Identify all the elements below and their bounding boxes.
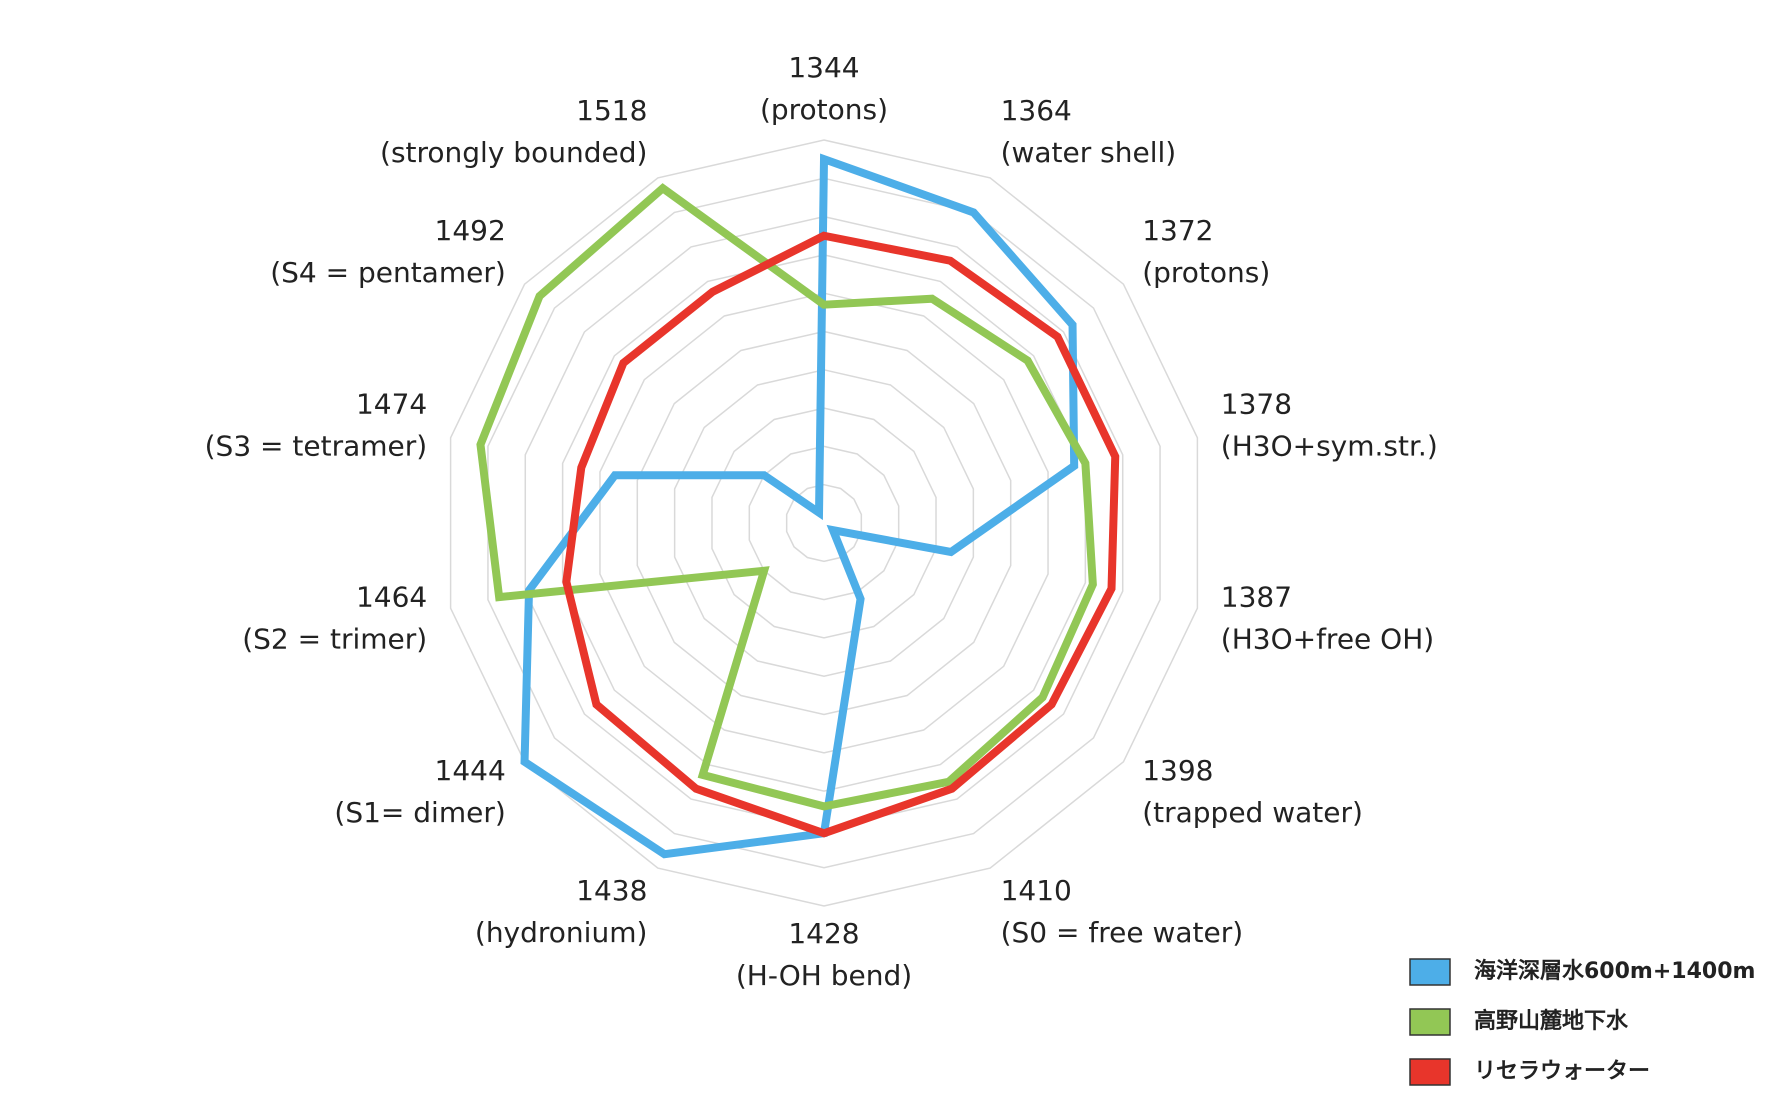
axis-label: 1398 <box>1142 754 1213 787</box>
axis-label: (S2 = trimer) <box>242 622 427 655</box>
axis-label: (water shell) <box>1001 136 1177 169</box>
axis-label: (protons) <box>760 93 888 126</box>
grid-ring <box>785 483 863 563</box>
axis-label: 1518 <box>576 94 647 127</box>
grid-ring <box>561 254 1087 792</box>
grid-ring <box>711 407 937 639</box>
axis-label: 1438 <box>576 874 647 907</box>
axis-label: 1372 <box>1142 214 1213 247</box>
legend-swatch <box>1409 1058 1451 1086</box>
axis-label: 1378 <box>1221 388 1292 421</box>
legend-label: 海洋深層水600m+1400m <box>1474 958 1755 984</box>
axis-label: 1492 <box>435 214 506 247</box>
legend-swatch <box>1409 1008 1451 1036</box>
axis-label: (S3 = tetramer) <box>205 430 428 463</box>
axis-label: (S0 = free water) <box>1001 916 1244 949</box>
grid-ring <box>673 369 975 677</box>
axis-label: 1474 <box>356 388 427 421</box>
series-line <box>476 183 1097 811</box>
grid-ring <box>599 292 1049 754</box>
axis-label: 1410 <box>1001 874 1072 907</box>
axis-label: (protons) <box>1142 256 1270 289</box>
legend-label: リセラウォーター <box>1474 1059 1650 1084</box>
axis-label: (trapped water) <box>1142 796 1363 829</box>
axis-label: 1428 <box>788 917 859 950</box>
axis-label: 1364 <box>1001 94 1072 127</box>
legend-label: 高野山麓地下水 <box>1474 1008 1629 1034</box>
legend-swatch <box>1409 958 1451 986</box>
axis-label: 1344 <box>788 51 859 84</box>
grid-ring <box>748 445 900 601</box>
axis-label: (S4 = pentamer) <box>270 256 506 289</box>
axis-label: 1444 <box>435 754 506 787</box>
axis-label: (S1= dimer) <box>334 796 505 829</box>
axis-label: 1464 <box>356 580 427 613</box>
axis-label: 1387 <box>1221 580 1292 613</box>
axis-label: (H-OH bend) <box>736 959 912 992</box>
axis-label: (hydronium) <box>475 916 648 949</box>
axis-label: (strongly bounded) <box>380 136 647 169</box>
series-line <box>562 231 1120 838</box>
axis-label: (H3O+sym.str.) <box>1221 430 1438 463</box>
grid-ring <box>487 177 1161 869</box>
grid-ring <box>449 139 1199 907</box>
axis-label: (H3O+free OH) <box>1221 622 1434 655</box>
grid-ring <box>636 330 1012 716</box>
